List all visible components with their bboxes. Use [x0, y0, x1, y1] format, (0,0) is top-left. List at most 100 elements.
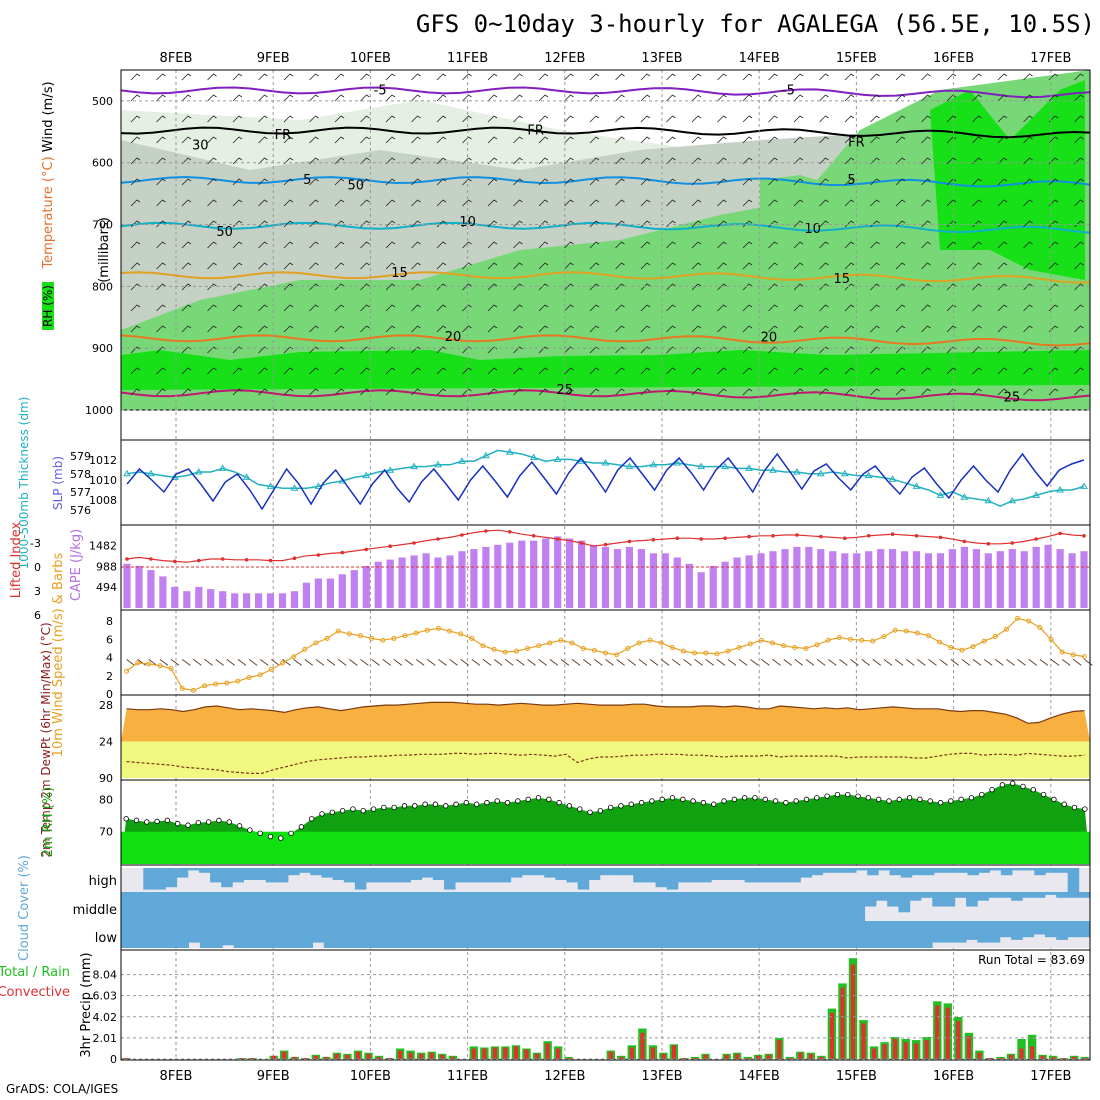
cloud-cover-bar [966, 892, 978, 907]
cloud-cover-bar [639, 892, 651, 921]
thickness-marker [529, 453, 538, 461]
wind-barb [513, 178, 523, 186]
rh-marker [989, 786, 995, 793]
cape-bar [948, 549, 956, 608]
cloud-cover-bar [267, 921, 280, 948]
rh-marker [546, 796, 552, 803]
rh-marker [360, 807, 366, 814]
wind-barb [1074, 136, 1084, 144]
lifted-index-marker [507, 530, 512, 534]
wind-barb [768, 136, 778, 144]
wind-barb [921, 367, 931, 375]
lifted-index-marker [962, 539, 967, 544]
cloud-cover-bar [729, 892, 742, 921]
precip-convective-bar [282, 1051, 287, 1059]
wind-barb [258, 157, 268, 165]
cape-bar [255, 593, 263, 608]
wind-barb [793, 241, 804, 249]
lifted-index-marker [938, 535, 943, 540]
rh-marker [226, 819, 232, 825]
pressure-tick-label: 1000 [85, 404, 113, 417]
cloud-cover-bar [774, 921, 787, 948]
lifted-index-marker [603, 542, 608, 547]
wind-barb [895, 178, 906, 186]
rh-marker [979, 791, 985, 798]
wind-barb [181, 115, 192, 123]
wind-barb [334, 283, 345, 291]
wind-barb [921, 136, 931, 144]
surface-wind-barb [716, 659, 726, 666]
cape-bar [721, 561, 729, 608]
rh-marker [350, 806, 356, 812]
wind-barb [997, 178, 1008, 186]
lifted-index-marker [364, 547, 369, 552]
wind-barb [207, 388, 217, 396]
cape-bar [554, 536, 562, 608]
wind-speed-marker [758, 637, 764, 643]
rh-marker [628, 801, 634, 807]
lifted-index-marker [244, 558, 249, 562]
cape-bar [566, 538, 574, 608]
wind-barb [819, 157, 829, 165]
wind-barb [640, 73, 651, 81]
date-label-top: 14FEB [739, 51, 780, 66]
wind-barb [564, 115, 574, 123]
contour-label: -5 [374, 83, 387, 98]
cloud-cover-bar [399, 868, 411, 883]
wind-barb [589, 367, 600, 375]
wind-barb [615, 367, 625, 375]
thickness-marker [745, 464, 753, 471]
precip-convective-bar [513, 1046, 519, 1059]
cape-bar [458, 551, 466, 608]
wind-speed-marker [135, 660, 141, 666]
thickness-marker [434, 460, 442, 468]
cloud-cover-bar [199, 921, 212, 948]
wind-speed-marker [435, 625, 441, 631]
lifted-index-marker [149, 557, 153, 561]
cloud-cover-bar [785, 921, 798, 948]
wind-barb [640, 241, 651, 249]
cloud-cover-bar [199, 868, 211, 873]
cloud-cover-bar [594, 892, 606, 921]
cloud-cover-bar [335, 892, 347, 921]
cloud-cover-bar [301, 892, 313, 921]
rh-marker [381, 804, 387, 811]
cloud-cover-bar [909, 921, 922, 948]
wind-speed-marker [268, 666, 274, 672]
wind-barb [309, 220, 319, 228]
cape-bar [183, 591, 191, 608]
rh-tick-label: 70 [99, 826, 113, 839]
wind-barb [156, 94, 166, 102]
wind-barb [972, 367, 982, 375]
wind-barb [997, 157, 1008, 165]
precip-convective-bar [1008, 1054, 1014, 1059]
precip-convective-bar [956, 1021, 961, 1059]
wind-barb [156, 199, 166, 207]
wind-barb [513, 220, 523, 228]
cloud-cover-bar [455, 868, 467, 883]
cloud-cover-bar [492, 921, 505, 948]
cloud-cover-bar [661, 921, 674, 948]
thickness-marker [386, 466, 395, 473]
cloud-cover-bar [1000, 868, 1013, 876]
wind-speed-marker [257, 672, 263, 678]
wind-barb [666, 94, 676, 102]
cloud-cover-bar [673, 921, 685, 948]
rh-marker [278, 835, 284, 841]
wind-barb [615, 220, 625, 228]
wind-barb [207, 346, 217, 354]
rh-marker [525, 796, 531, 803]
cape-bar [697, 572, 705, 608]
wind-barb [742, 388, 753, 396]
wind-barb [283, 283, 294, 291]
rh-marker [855, 793, 861, 799]
wind-barb [793, 157, 804, 165]
rh-marker [484, 799, 490, 806]
cloud-cover-bar [436, 921, 449, 948]
wind-barb [717, 94, 727, 102]
wind-speed-marker [992, 634, 998, 640]
wind-barb [411, 199, 421, 207]
wind-barb [130, 199, 141, 207]
thickness-marker [458, 457, 466, 464]
rh-marker [721, 798, 727, 804]
